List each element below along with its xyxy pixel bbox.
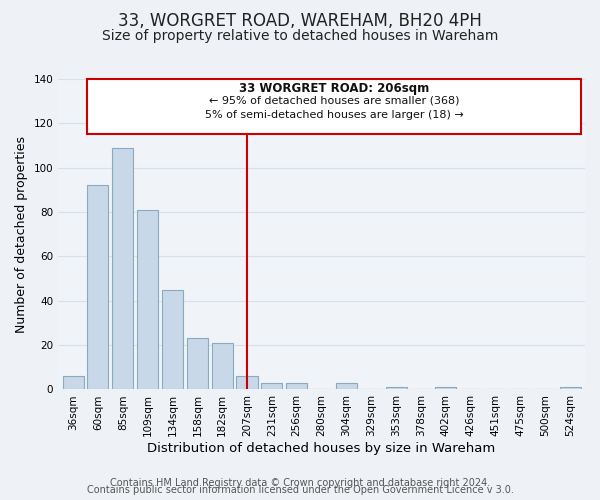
Bar bbox=[262, 383, 283, 390]
Text: 33, WORGRET ROAD, WAREHAM, BH20 4PH: 33, WORGRET ROAD, WAREHAM, BH20 4PH bbox=[118, 12, 482, 30]
Y-axis label: Number of detached properties: Number of detached properties bbox=[15, 136, 28, 332]
FancyBboxPatch shape bbox=[87, 79, 581, 134]
Bar bbox=[386, 387, 407, 390]
Bar bbox=[62, 376, 83, 390]
Bar bbox=[162, 290, 183, 390]
Bar bbox=[137, 210, 158, 390]
Bar bbox=[286, 383, 307, 390]
Text: 33 WORGRET ROAD: 206sqm: 33 WORGRET ROAD: 206sqm bbox=[239, 82, 429, 96]
Text: ← 95% of detached houses are smaller (368): ← 95% of detached houses are smaller (36… bbox=[209, 96, 459, 106]
Bar bbox=[435, 387, 457, 390]
Bar bbox=[112, 148, 133, 390]
Bar bbox=[212, 343, 233, 390]
Bar bbox=[560, 387, 581, 390]
Bar bbox=[88, 186, 109, 390]
Text: 5% of semi-detached houses are larger (18) →: 5% of semi-detached houses are larger (1… bbox=[205, 110, 463, 120]
Bar bbox=[236, 376, 257, 390]
Text: Contains public sector information licensed under the Open Government Licence v : Contains public sector information licen… bbox=[86, 485, 514, 495]
Text: Contains HM Land Registry data © Crown copyright and database right 2024.: Contains HM Land Registry data © Crown c… bbox=[110, 478, 490, 488]
Bar bbox=[336, 383, 357, 390]
X-axis label: Distribution of detached houses by size in Wareham: Distribution of detached houses by size … bbox=[148, 442, 496, 455]
Text: Size of property relative to detached houses in Wareham: Size of property relative to detached ho… bbox=[102, 29, 498, 43]
Bar bbox=[187, 338, 208, 390]
